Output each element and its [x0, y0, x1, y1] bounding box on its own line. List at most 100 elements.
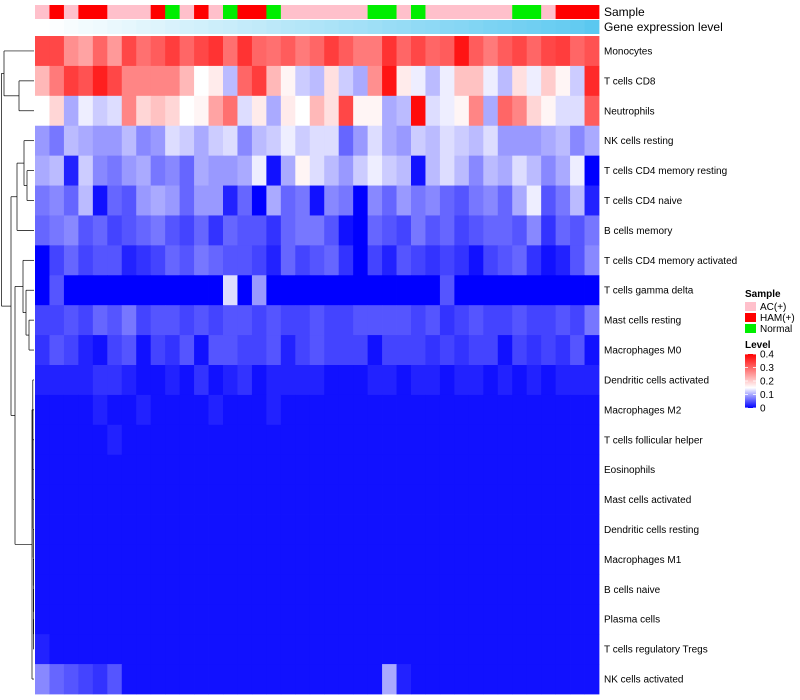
- heatmap-cell: [237, 185, 253, 216]
- heatmap-cell: [179, 185, 195, 216]
- row-label: T cells CD4 memory activated: [604, 256, 737, 267]
- heatmap-cell: [266, 215, 282, 246]
- heatmap-cell: [78, 275, 94, 306]
- heatmap-cell: [35, 245, 50, 276]
- heatmap-cell: [136, 394, 152, 426]
- heatmap-cell: [150, 65, 166, 97]
- heatmap-cell: [468, 514, 484, 545]
- heatmap-cell: [266, 36, 282, 67]
- heatmap-cell: [223, 36, 238, 67]
- heatmap-cell: [512, 664, 528, 695]
- heatmap-cell: [570, 95, 585, 127]
- legend-sample-label: AC(+): [760, 302, 786, 313]
- heatmap-cell: [396, 664, 412, 695]
- heatmap-cell: [353, 245, 369, 276]
- row-label: Macrophages M2: [604, 405, 682, 416]
- heatmap-cell: [223, 335, 238, 366]
- heatmap-cell: [439, 454, 455, 486]
- legend-sample-swatch: [745, 313, 756, 322]
- heatmap-cell: [121, 394, 137, 426]
- heatmap-cell: [570, 185, 585, 216]
- heatmap-cell: [150, 424, 166, 456]
- heatmap-cell: [63, 394, 79, 426]
- expression-annotation-cell: [468, 20, 484, 34]
- heatmap-cell: [338, 634, 354, 665]
- heatmap-cell: [92, 65, 108, 97]
- expression-annotation-cell: [223, 20, 238, 34]
- heatmap-cell: [136, 574, 152, 605]
- heatmap-cell: [194, 424, 209, 456]
- heatmap-cell: [382, 125, 397, 157]
- heatmap-cell: [223, 155, 238, 186]
- heatmap-cell: [584, 245, 600, 276]
- heatmap-cell: [555, 36, 571, 67]
- heatmap-cell: [150, 36, 166, 67]
- heatmap-cell: [382, 305, 397, 336]
- heatmap-cell: [92, 634, 108, 665]
- heatmap-cell: [223, 514, 238, 545]
- heatmap-cell: [541, 215, 557, 246]
- heatmap-cell: [483, 365, 499, 396]
- heatmap-cell: [78, 305, 94, 336]
- heatmap-cell: [468, 604, 484, 635]
- heatmap-cell: [353, 634, 369, 665]
- heatmap-cell: [266, 95, 282, 127]
- heatmap-cell: [382, 365, 397, 396]
- heatmap-cell: [468, 305, 484, 336]
- heatmap-cell: [454, 454, 470, 486]
- heatmap-cell: [208, 185, 224, 216]
- heatmap-cell: [541, 275, 557, 306]
- heatmap-cell: [92, 544, 108, 575]
- heatmap-cell: [526, 544, 542, 575]
- heatmap-cell: [468, 65, 484, 97]
- heatmap-cell: [382, 424, 397, 456]
- heatmap-cell: [251, 155, 267, 186]
- heatmap-cell: [237, 514, 253, 545]
- heatmap-cell: [208, 335, 224, 366]
- sample-annotation-cell: [63, 5, 79, 19]
- heatmap-cell: [468, 634, 484, 665]
- heatmap-cell: [295, 155, 311, 186]
- expression-annotation-cell: [425, 20, 441, 34]
- heatmap-cell: [150, 215, 166, 246]
- heatmap-cell: [237, 65, 253, 97]
- heatmap-cell: [555, 634, 571, 665]
- heatmap-cell: [280, 664, 296, 695]
- heatmap-cell: [309, 185, 325, 216]
- heatmap-cell: [468, 574, 484, 605]
- heatmap-cell: [497, 245, 513, 276]
- heatmap-cell: [136, 305, 152, 336]
- heatmap-cell: [208, 65, 224, 97]
- expression-annotation-cell: [382, 20, 397, 34]
- heatmap-cell: [194, 215, 209, 246]
- heatmap-cell: [338, 514, 354, 545]
- heatmap-cell: [468, 394, 484, 426]
- heatmap-cell: [439, 634, 455, 665]
- heatmap-cell: [439, 305, 455, 336]
- heatmap-cell: [251, 125, 267, 157]
- heatmap-cell: [237, 36, 253, 67]
- heatmap-cell: [338, 245, 354, 276]
- heatmap-cell: [512, 394, 528, 426]
- heatmap-cell: [483, 514, 499, 545]
- legend-level-colorbar: [745, 354, 756, 408]
- heatmap-cell: [295, 125, 311, 157]
- heatmap-cell: [353, 335, 369, 366]
- heatmap-cell: [150, 634, 166, 665]
- heatmap-cell: [570, 335, 585, 366]
- heatmap-cell: [439, 544, 455, 575]
- expression-annotation-cell: [584, 20, 600, 34]
- heatmap-cell: [107, 365, 123, 396]
- heatmap-cell: [92, 394, 108, 426]
- expression-annotation-cell: [570, 20, 585, 34]
- heatmap-cell: [338, 365, 354, 396]
- heatmap-cell: [396, 634, 412, 665]
- heatmap-cell: [570, 544, 585, 575]
- heatmap-cell: [570, 245, 585, 276]
- heatmap-cell: [483, 574, 499, 605]
- heatmap-cell: [584, 185, 600, 216]
- heatmap-cell: [425, 275, 441, 306]
- heatmap-cell: [194, 604, 209, 635]
- heatmap-cell: [411, 454, 426, 486]
- heatmap-cell: [251, 335, 267, 366]
